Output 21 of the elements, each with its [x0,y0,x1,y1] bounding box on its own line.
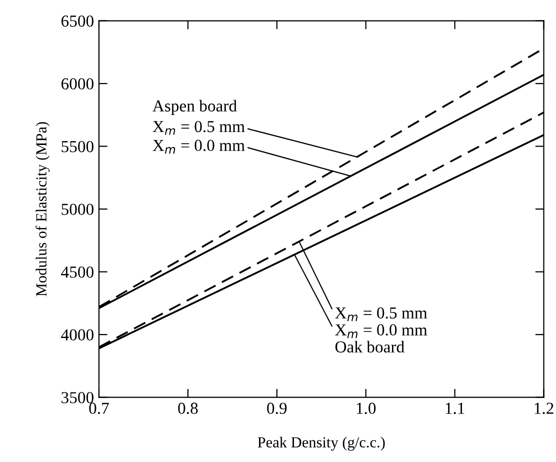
x-axis-title: Peak Density (g/c.c.) [258,436,385,451]
x-tick-label: 1.1 [446,402,464,414]
y-tick-label: 6500 [61,15,94,27]
y-tick-label: 6000 [61,78,94,90]
annotation: Aspen board [152,100,237,115]
y-tick-label: 5500 [62,141,94,152]
x-tick-label: 0.9 [267,402,287,414]
annotation: X$_{m}$ = 0.5 mm [152,120,245,135]
x-tick-label: 1.2 [534,402,554,414]
y-axis-title: Modulus of Elasticity (MPa) [36,122,50,296]
annotation: Oak board [335,340,404,353]
y-tick-label: 4000 [61,329,94,341]
annotation: X$_{m}$ = 0.0 mm [335,324,428,338]
x-tick-label: 1.0 [356,402,376,414]
annotation: X$_{m}$ = 0.5 mm [335,307,428,322]
y-tick-label: 5000 [62,204,94,215]
y-tick-label: 4500 [61,266,94,278]
annotation: X$_{m}$ = 0.0 mm [152,140,245,154]
y-tick-label: 3500 [62,392,94,404]
x-tick-label: 0.8 [178,402,198,414]
x-tick-label: 0.7 [89,402,109,414]
